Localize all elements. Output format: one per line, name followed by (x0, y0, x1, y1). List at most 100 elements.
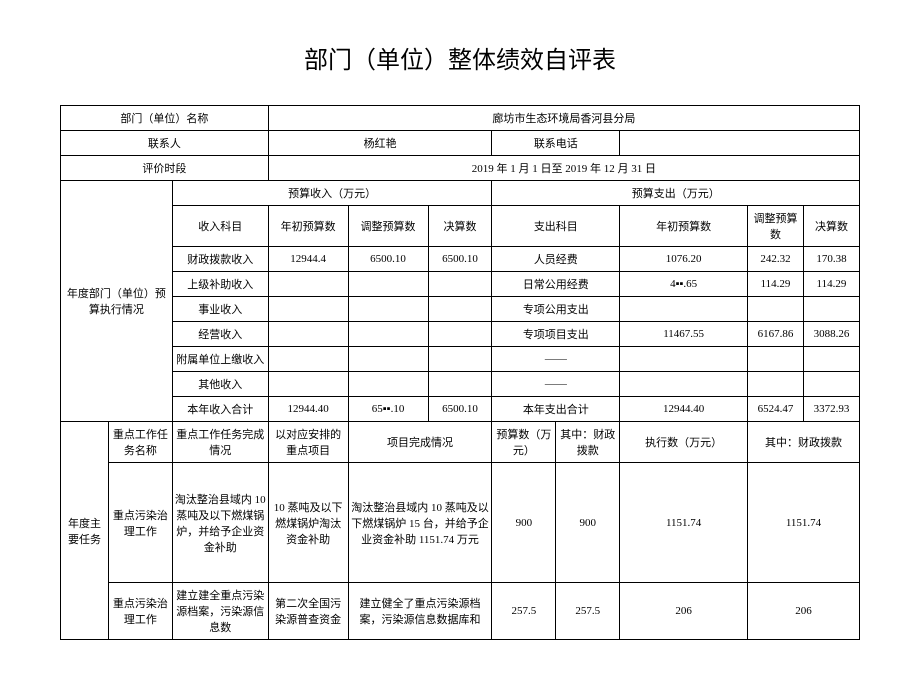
contact-label: 联系人 (61, 131, 269, 156)
cell: 6167.86 (748, 322, 804, 347)
cell: 重点污染治理工作 (108, 463, 172, 583)
contact-value: 杨红艳 (268, 131, 492, 156)
cell: 4▪▪.65 (620, 272, 748, 297)
cell (803, 347, 859, 372)
cell (428, 372, 492, 397)
cell: 其他收入 (172, 372, 268, 397)
period-value: 2019 年 1 月 1 日至 2019 年 12 月 31 日 (268, 156, 859, 181)
cell: 6500.10 (428, 247, 492, 272)
cell: 上级补助收入 (172, 272, 268, 297)
cell: 170.38 (803, 247, 859, 272)
table-row: 其他收入 —— (61, 372, 860, 397)
cell: 附属单位上缴收入 (172, 347, 268, 372)
col-expense-item: 支出科目 (492, 206, 620, 247)
cell: 人员经费 (492, 247, 620, 272)
dept-label: 部门（单位）名称 (61, 106, 269, 131)
cell: 900 (492, 463, 556, 583)
cell: 6500.10 (428, 397, 492, 422)
cell (348, 272, 428, 297)
income-header: 预算收入（万元） (172, 181, 492, 206)
cell: 专项项目支出 (492, 322, 620, 347)
cell: 6500.10 (348, 247, 428, 272)
period-label: 评价时段 (61, 156, 269, 181)
col-exp-final: 决算数 (803, 206, 859, 247)
cell: 3088.26 (803, 322, 859, 347)
cell (620, 372, 748, 397)
page-title: 部门（单位）整体绩效自评表 (60, 40, 860, 75)
cell: 日常公用经费 (492, 272, 620, 297)
cell: 重点污染治理工作 (108, 583, 172, 640)
table-row: 财政拨款收入 12944.4 6500.10 6500.10 人员经费 1076… (61, 247, 860, 272)
col-adjusted: 调整预算数 (348, 206, 428, 247)
cell (428, 322, 492, 347)
cell: 专项公用支出 (492, 297, 620, 322)
expense-total-label: 本年支出合计 (492, 397, 620, 422)
table-row: 重点污染治理工作 淘汰整治县域内 10 蒸吨及以下燃煤锅炉，并给予企业资金补助 … (61, 463, 860, 583)
col-final: 决算数 (428, 206, 492, 247)
phone-value (620, 131, 860, 156)
cell: 257.5 (492, 583, 556, 640)
cell (748, 372, 804, 397)
col-key-project: 以对应安排的重点项目 (268, 422, 348, 463)
col-exec-amt: 执行数（万元） (620, 422, 748, 463)
cell: 114.29 (803, 272, 859, 297)
income-total-label: 本年收入合计 (172, 397, 268, 422)
cell: 3372.93 (803, 397, 859, 422)
table-row: 经营收入 专项项目支出 11467.55 6167.86 3088.26 (61, 322, 860, 347)
cell (268, 297, 348, 322)
col-task-name: 重点工作任务名称 (108, 422, 172, 463)
col-exec-fiscal: 其中：财政拨款 (748, 422, 860, 463)
col-budget-amt: 预算数（万元） (492, 422, 556, 463)
cell (268, 372, 348, 397)
cell (620, 297, 748, 322)
col-task-status: 重点工作任务完成情况 (172, 422, 268, 463)
cell: 1076.20 (620, 247, 748, 272)
cell (748, 347, 804, 372)
cell (348, 347, 428, 372)
cell (268, 322, 348, 347)
cell: 建立建全重点污染源档案，污染源信息数 (172, 583, 268, 640)
dept-value: 廊坊市生态环境局香河县分局 (268, 106, 859, 131)
cell: 淘汰整治县域内 10 蒸吨及以下燃煤锅炉 15 台，并给予企业资金补助 1151… (348, 463, 492, 583)
cell: 900 (556, 463, 620, 583)
table-row: 上级补助收入 日常公用经费 4▪▪.65 114.29 114.29 (61, 272, 860, 297)
cell: 257.5 (556, 583, 620, 640)
cell: 206 (620, 583, 748, 640)
cell: 经营收入 (172, 322, 268, 347)
evaluation-table: 部门（单位）名称 廊坊市生态环境局香河县分局 联系人 杨红艳 联系电话 评价时段… (60, 105, 860, 640)
cell: 1151.74 (620, 463, 748, 583)
cell: —— (492, 347, 620, 372)
col-budget-fiscal: 其中：财政拨款 (556, 422, 620, 463)
table-row: 本年收入合计 12944.40 65▪▪.10 6500.10 本年支出合计 1… (61, 397, 860, 422)
cell: 12944.40 (268, 397, 348, 422)
cell: 242.32 (748, 247, 804, 272)
cell: 12944.40 (620, 397, 748, 422)
cell (620, 347, 748, 372)
col-income-item: 收入科目 (172, 206, 268, 247)
cell: 事业收入 (172, 297, 268, 322)
cell: —— (492, 372, 620, 397)
cell (348, 322, 428, 347)
col-exp-adj: 调整预算数 (748, 206, 804, 247)
table-row: 附属单位上缴收入 —— (61, 347, 860, 372)
expense-header: 预算支出（万元） (492, 181, 860, 206)
cell (428, 297, 492, 322)
budget-section-label: 年度部门（单位）预算执行情况 (61, 181, 173, 422)
cell (268, 272, 348, 297)
cell (348, 297, 428, 322)
cell: 淘汰整治县域内 10 蒸吨及以下燃煤锅炉，并给予企业资金补助 (172, 463, 268, 583)
cell: 11467.55 (620, 322, 748, 347)
table-row: 重点污染治理工作 建立建全重点污染源档案，污染源信息数 第二次全国污染源普查资金… (61, 583, 860, 640)
cell (803, 372, 859, 397)
cell (748, 297, 804, 322)
cell (428, 272, 492, 297)
cell: 建立健全了重点污染源档案，污染源信息数据库和 (348, 583, 492, 640)
cell: 12944.4 (268, 247, 348, 272)
cell (348, 372, 428, 397)
cell: 10 蒸吨及以下燃煤锅炉淘汰资金补助 (268, 463, 348, 583)
cell: 206 (748, 583, 860, 640)
cell: 财政拨款收入 (172, 247, 268, 272)
cell: 第二次全国污染源普查资金 (268, 583, 348, 640)
tasks-section-label: 年度主要任务 (61, 422, 109, 640)
col-exp-begin: 年初预算数 (620, 206, 748, 247)
